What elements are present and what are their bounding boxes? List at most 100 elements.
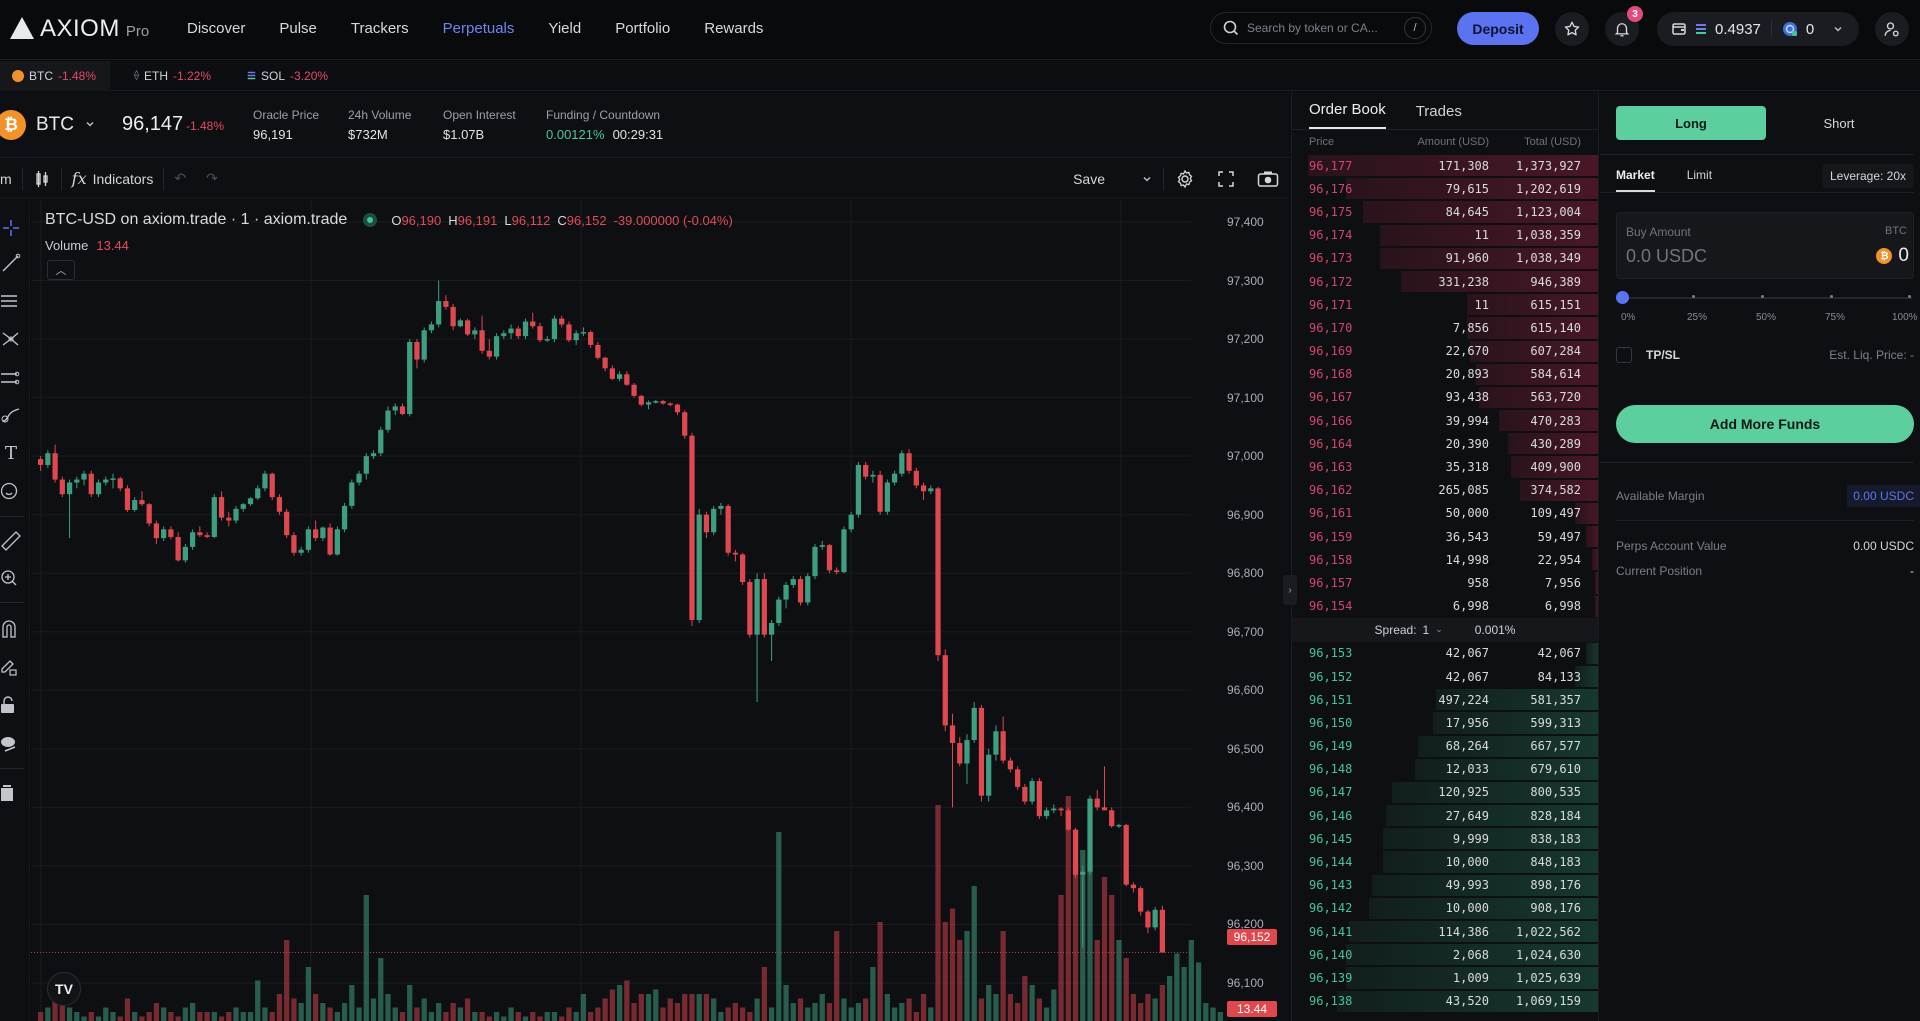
ask-row[interactable]: 96,175 84,645 1,123,004 — [1292, 200, 1598, 223]
ask-row[interactable]: 96,173 91,960 1,038,349 — [1292, 247, 1598, 270]
bid-row[interactable]: 96,146 27,649 828,184 — [1292, 804, 1598, 827]
ask-row[interactable]: 96,167 93,438 563,720 — [1292, 386, 1598, 409]
measure-tool[interactable] — [0, 530, 22, 552]
ask-row[interactable]: 96,168 20,893 584,614 — [1292, 363, 1598, 386]
ticker-item-sol[interactable]: SOL -3.20% — [225, 61, 342, 91]
nav-link-yield[interactable]: Yield — [548, 19, 582, 37]
axiom-logo[interactable]: AXIOM Pro — [10, 14, 149, 43]
trend-line-tool[interactable] — [0, 252, 22, 274]
undo-button[interactable]: ↶ — [164, 170, 196, 187]
nav-link-portfolio[interactable]: Portfolio — [615, 19, 671, 37]
deposit-button[interactable]: Deposit — [1457, 12, 1539, 45]
market-symbol-selector[interactable]: BTC — [36, 114, 74, 135]
bid-row[interactable]: 96,152 42,067 84,133 — [1292, 665, 1598, 688]
ask-row[interactable]: 96,154 6,998 6,998 — [1292, 595, 1598, 618]
interval-selector[interactable]: m — [0, 170, 12, 187]
notifications-button[interactable]: 3 — [1605, 6, 1643, 46]
zoom-in-tool[interactable] — [0, 568, 22, 590]
unlock-tool[interactable] — [0, 694, 22, 716]
ask-row[interactable]: 96,169 22,670 607,284 — [1292, 340, 1598, 363]
ask-row[interactable]: 96,163 35,318 409,900 — [1292, 455, 1598, 478]
ask-row[interactable]: 96,172 331,238 946,389 — [1292, 270, 1598, 293]
screenshot-button[interactable] — [1246, 170, 1290, 188]
ask-row[interactable]: 96,171 11 615,151 — [1292, 293, 1598, 316]
bid-row[interactable]: 96,150 17,956 599,313 — [1292, 711, 1598, 734]
account-button[interactable] — [1875, 12, 1909, 46]
indicators-button[interactable]: fx Indicators — [62, 169, 164, 188]
bid-row[interactable]: 96,153 42,067 42,067 — [1292, 642, 1598, 665]
ask-row[interactable]: 96,157 958 7,956 — [1292, 571, 1598, 594]
collapse-legend-button[interactable]: ︿ — [47, 260, 75, 280]
nav-link-pulse[interactable]: Pulse — [279, 19, 317, 37]
ask-row[interactable]: 96,174 11 1,038,359 — [1292, 224, 1598, 247]
chart-type-button[interactable] — [23, 170, 61, 188]
brush-tool[interactable] — [0, 404, 22, 426]
nav-link-discover[interactable]: Discover — [187, 19, 246, 37]
amount-slider[interactable] — [1616, 291, 1912, 304]
add-funds-button[interactable]: Add More Funds — [1616, 405, 1914, 443]
bid-row[interactable]: 96,140 2,068 1,024,630 — [1292, 943, 1598, 966]
horizontal-lines-tool[interactable] — [0, 290, 22, 312]
bid-row[interactable]: 96,141 114,386 1,022,562 — [1292, 920, 1598, 943]
nav-link-rewards[interactable]: Rewards — [704, 19, 764, 37]
fullscreen-button[interactable] — [1206, 170, 1246, 188]
text-tool[interactable]: T — [0, 442, 22, 464]
bid-row[interactable]: 96,144 10,000 848,183 — [1292, 850, 1598, 873]
short-button[interactable]: Short — [1823, 115, 1855, 131]
fib-tool[interactable] — [0, 367, 22, 389]
bid-row[interactable]: 96,145 9,999 838,183 — [1292, 827, 1598, 850]
tpsl-checkbox[interactable] — [1616, 347, 1632, 363]
tab-market[interactable]: Market — [1616, 168, 1655, 192]
ask-row[interactable]: 96,170 7,856 615,140 — [1292, 316, 1598, 339]
bid-row[interactable]: 96,147 120,925 800,535 — [1292, 781, 1598, 804]
watchlist-button[interactable] — [1555, 12, 1589, 46]
hide-drawings-tool[interactable] — [0, 732, 22, 754]
ask-row[interactable]: 96,164 20,390 430,289 — [1292, 432, 1598, 455]
bid-row[interactable]: 96,149 68,264 667,577 — [1292, 735, 1598, 758]
search-input[interactable]: Search by token or CA... / — [1210, 12, 1432, 44]
buy-amount-input[interactable]: Buy Amount BTC 0.0 USDC ₿ 0 — [1616, 212, 1914, 279]
leverage-button[interactable]: Leverage: 20x — [1822, 164, 1914, 188]
spread-step-selector[interactable]: 1 — [1422, 622, 1430, 637]
delete-drawings-tool[interactable] — [0, 782, 22, 804]
bid-row[interactable]: 96,148 12,033 679,610 — [1292, 758, 1598, 781]
ticker-item-btc[interactable]: BTC -1.48% — [0, 60, 111, 91]
save-layout-button[interactable]: Save — [1063, 171, 1163, 187]
ask-row[interactable]: 96,161 50,000 109,497 — [1292, 502, 1598, 525]
lock-drawings-tool[interactable] — [0, 656, 22, 678]
emoji-tool[interactable] — [0, 480, 22, 502]
magnet-tool[interactable] — [0, 618, 22, 640]
tradingview-logo[interactable]: TV — [47, 972, 81, 1006]
slider-handle[interactable] — [1616, 291, 1629, 304]
expand-panel-button[interactable]: › — [1283, 575, 1297, 605]
ask-row[interactable]: 96,177 171,308 1,373,927 — [1292, 154, 1598, 177]
candlestick-chart[interactable] — [31, 200, 1290, 1021]
bid-row[interactable]: 96,139 1,009 1,025,639 — [1292, 966, 1598, 989]
buy-amount-value[interactable]: 0.0 USDC — [1626, 246, 1708, 266]
nav-link-perpetuals[interactable]: Perpetuals — [442, 19, 515, 37]
price-chart[interactable]: BTC-USD on axiom.trade · 1 · axiom.trade… — [31, 200, 1290, 1021]
long-button[interactable]: Long — [1616, 106, 1766, 140]
tpsl-toggle[interactable]: TP/SL — [1616, 347, 1680, 363]
ask-row[interactable]: 96,166 39,994 470,283 — [1292, 409, 1598, 432]
nav-link-trackers[interactable]: Trackers — [350, 19, 409, 37]
chevron-down-icon[interactable] — [84, 118, 96, 130]
ask-row[interactable]: 96,158 14,998 22,954 — [1292, 548, 1598, 571]
ask-row[interactable]: 96,162 265,085 374,582 — [1292, 479, 1598, 502]
crosshair-tool[interactable] — [0, 217, 22, 239]
tab-limit[interactable]: Limit — [1686, 168, 1713, 182]
bid-row[interactable]: 96,151 497,224 581,357 — [1292, 688, 1598, 711]
ticker-item-eth[interactable]: ⟠ ETH -1.22% — [110, 61, 225, 91]
chart-settings-button[interactable] — [1164, 169, 1206, 189]
bid-row[interactable]: 96,143 49,993 898,176 — [1292, 874, 1598, 897]
redo-button[interactable]: ↷ — [196, 170, 228, 187]
bid-row[interactable]: 96,142 10,000 908,176 — [1292, 897, 1598, 920]
ask-row[interactable]: 96,159 36,543 59,497 — [1292, 525, 1598, 548]
open-value: 96,190 — [401, 212, 442, 228]
ask-row[interactable]: 96,176 79,615 1,202,619 — [1292, 177, 1598, 200]
bid-row[interactable]: 96,138 43,520 1,069,159 — [1292, 990, 1598, 1013]
pattern-tool[interactable] — [0, 328, 22, 350]
tab-trades[interactable]: Trades — [1415, 103, 1462, 120]
wallet-balance-button[interactable]: 0.4937 0 — [1657, 12, 1859, 46]
tab-order-book[interactable]: Order Book — [1309, 101, 1386, 129]
